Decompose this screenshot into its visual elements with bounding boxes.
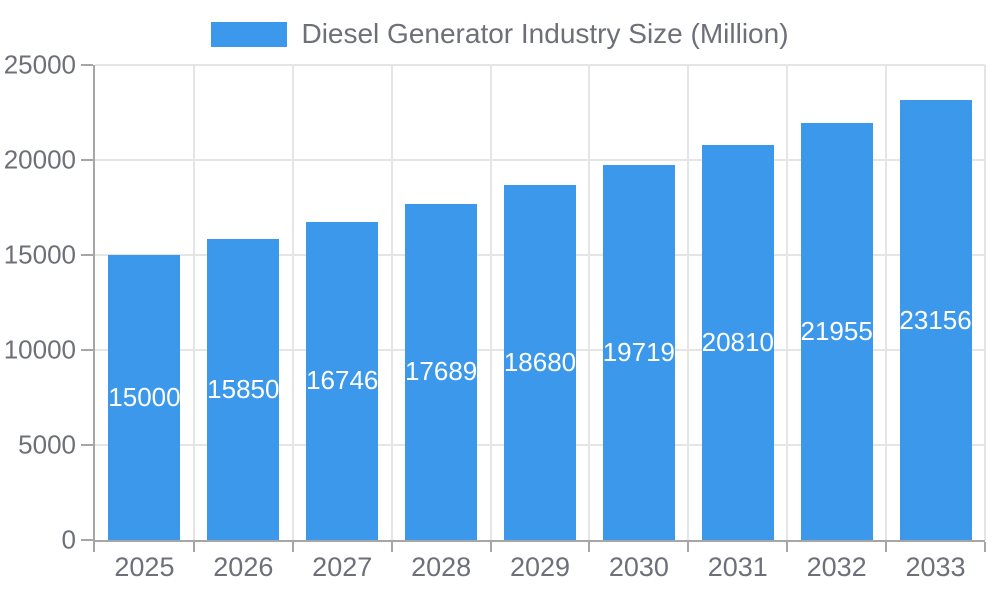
y-tick-25000: [81, 64, 93, 66]
x-axis-labels: 2025 2026 2027 2028 2029 2030 2031 2032 2033: [95, 552, 985, 588]
bar-2029[interactable]: 18680: [504, 185, 576, 540]
bar-2027[interactable]: 16746: [306, 221, 379, 540]
legend-swatch: [211, 21, 288, 47]
x-axis-label-2031: 2031: [707, 552, 768, 582]
chart-legend[interactable]: Diesel Generator Industry Size (Million): [0, 18, 1000, 50]
bar-2025[interactable]: 15000: [108, 255, 181, 540]
y-axis-label-10000: 10000: [3, 334, 76, 365]
x-axis-label-2028: 2028: [411, 552, 472, 582]
bar-2028[interactable]: 17689: [404, 203, 478, 540]
bar-2031[interactable]: 20810: [701, 144, 774, 540]
x-axis-label-2029: 2029: [509, 552, 571, 582]
bar-value-label-2033: 23156: [899, 304, 972, 335]
x-axis-label-2025: 2025: [114, 552, 175, 582]
bar-2026[interactable]: 15850: [207, 238, 280, 540]
v-gridline-4: [489, 65, 492, 540]
y-axis-line: [93, 65, 95, 552]
y-axis-label-20000: 20000: [3, 144, 76, 175]
bar-value-label-2029: 18680: [503, 347, 577, 378]
plot-area: 15000 15850 16746 17689 18680 19719 20810 21955…: [81, 64, 986, 552]
v-gridline-2: [291, 65, 294, 540]
bar-value-label-2031: 20810: [701, 326, 774, 357]
legend-label: Diesel Generator Industry Size (Million): [301, 18, 789, 49]
bar-value-label-2027: 16746: [306, 365, 379, 396]
v-gridline-1: [192, 65, 195, 540]
y-tick-20000: [81, 159, 93, 161]
x-axis-line: [93, 540, 985, 542]
bar-value-label-2026: 15850: [207, 373, 280, 404]
y-axis-label-25000: 25000: [3, 49, 76, 80]
y-axis-labels: 0 5000 10000 15000 20000 25000: [0, 50, 76, 555]
x-axis-label-2033: 2033: [905, 552, 966, 582]
y-tick-5000: [81, 444, 93, 446]
x-tick-4: [489, 542, 492, 552]
bar-2030[interactable]: 19719: [603, 165, 675, 540]
x-tick-1: [192, 542, 195, 552]
bar-value-label-2032: 21955: [800, 315, 873, 346]
y-axis-label-5000: 5000: [18, 429, 76, 460]
x-tick-9: [984, 542, 986, 552]
v-gridline-6: [687, 65, 690, 540]
h-gridline-25000: [95, 64, 985, 66]
x-tick-7: [786, 542, 789, 552]
x-tick-6: [687, 542, 690, 552]
x-tick-2: [291, 542, 294, 552]
bar-2032[interactable]: 21955: [800, 122, 873, 540]
bar-value-label-2025: 15000: [108, 382, 181, 412]
y-tick-0: [81, 539, 93, 541]
y-axis-label-15000: 15000: [3, 239, 76, 270]
x-axis-label-2027: 2027: [312, 552, 373, 582]
bar-2033[interactable]: 23156: [899, 100, 972, 540]
h-gridline-20000: [95, 159, 985, 161]
x-tick-3: [390, 542, 393, 552]
y-tick-10000: [81, 349, 93, 351]
v-gridline-7: [786, 65, 789, 540]
bar-value-label-2028: 17689: [404, 356, 478, 387]
x-axis-label-2030: 2030: [608, 552, 669, 582]
y-tick-15000: [81, 254, 93, 256]
y-axis-label-0: 0: [61, 524, 76, 555]
v-gridline-9: [984, 65, 986, 540]
x-tick-8: [885, 542, 888, 552]
bar-value-label-2030: 19719: [602, 337, 676, 368]
v-gridline-5: [588, 65, 591, 540]
v-gridline-8: [885, 65, 888, 540]
x-axis-label-2032: 2032: [806, 552, 867, 582]
x-tick-5: [588, 542, 591, 552]
x-axis-label-2026: 2026: [213, 552, 274, 582]
v-gridline-3: [390, 65, 393, 540]
